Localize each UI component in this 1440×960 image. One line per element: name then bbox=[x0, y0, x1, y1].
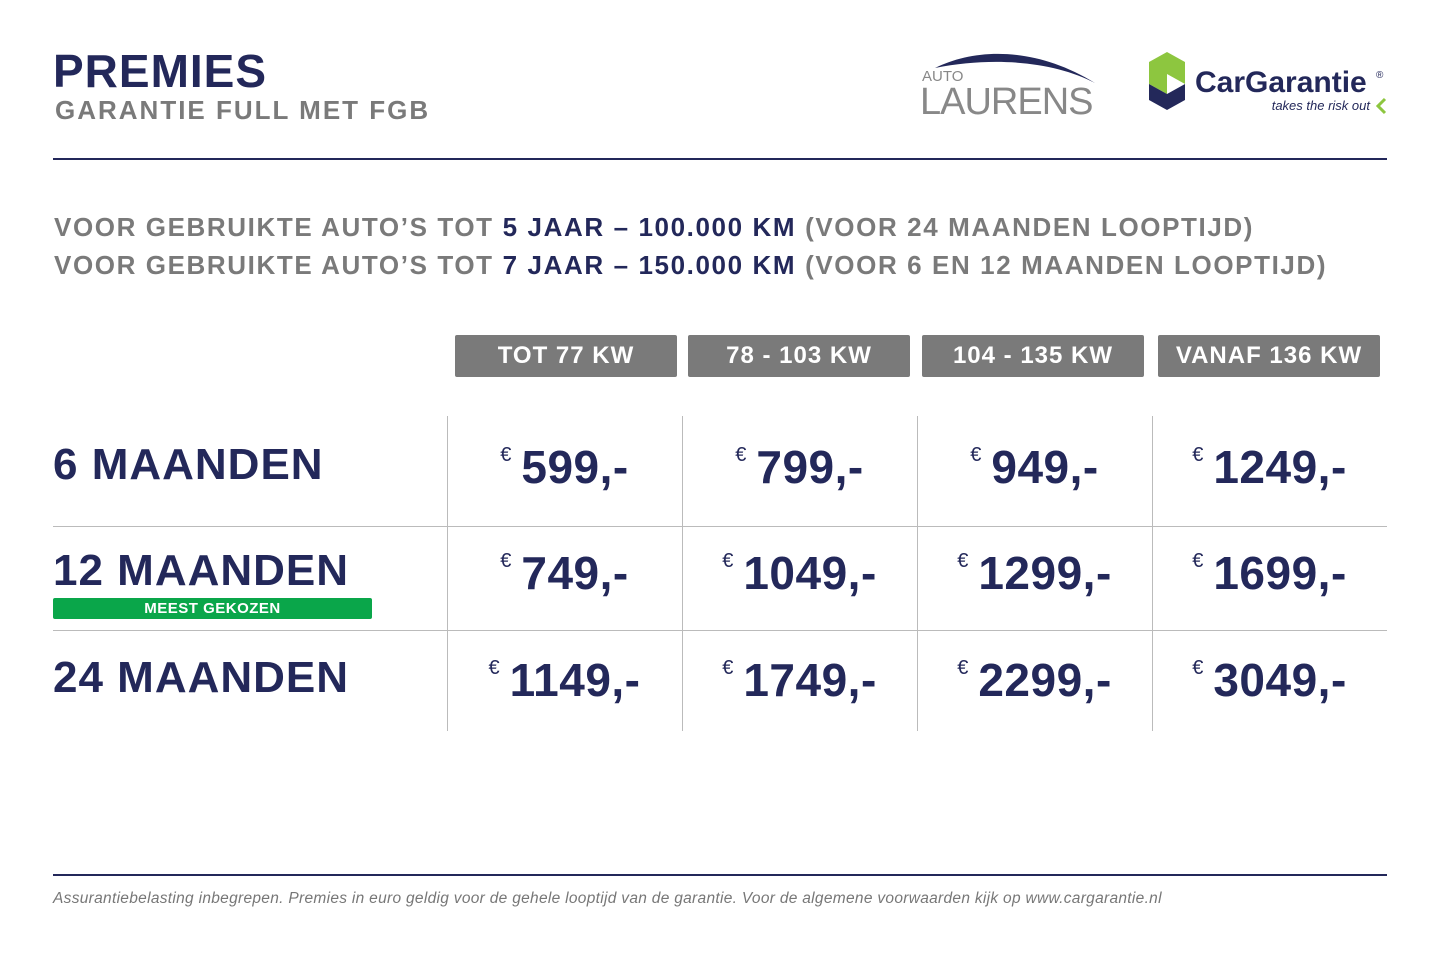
price-cell: €2299,- bbox=[917, 653, 1152, 707]
intro-highlight: 7 JAAR – 150.000 KM bbox=[502, 250, 797, 280]
price-cell: €3049,- bbox=[1152, 653, 1387, 707]
logo-big: LAURENS bbox=[920, 81, 1093, 123]
column-header: 78 - 103 KW bbox=[688, 335, 910, 377]
price-cell: €749,- bbox=[447, 546, 682, 600]
price: 3049,- bbox=[1213, 654, 1347, 706]
cargarantie-logo: CarGarantie ® takes the risk out bbox=[1149, 52, 1387, 115]
price-cell: €949,- bbox=[917, 440, 1152, 494]
intro-suffix: (VOOR 6 EN 12 MAANDEN LOOPTIJD) bbox=[805, 250, 1328, 280]
divider bbox=[53, 158, 1387, 160]
row-separator bbox=[53, 526, 1387, 527]
currency: € bbox=[500, 550, 512, 572]
price: 1049,- bbox=[743, 547, 877, 599]
badge: MEEST GEKOZEN bbox=[53, 598, 372, 619]
price: 599,- bbox=[521, 441, 629, 493]
price-cell: €1149,- bbox=[447, 653, 682, 707]
divider bbox=[53, 874, 1387, 876]
footer-note: Assurantiebelasting inbegrepen. Premies … bbox=[53, 890, 1162, 907]
column-separator bbox=[682, 416, 683, 731]
logo-tagline: takes the risk out bbox=[1272, 98, 1372, 113]
price: 1749,- bbox=[743, 654, 877, 706]
price: 949,- bbox=[991, 441, 1099, 493]
currency: € bbox=[1192, 550, 1204, 572]
currency: € bbox=[735, 444, 747, 466]
column-separator bbox=[447, 416, 448, 731]
row-separator bbox=[53, 630, 1387, 631]
logo-name: CarGarantie bbox=[1195, 66, 1367, 99]
row-label: 12 MAANDEN bbox=[53, 546, 350, 595]
price-cell: €1249,- bbox=[1152, 440, 1387, 494]
price-cell: €599,- bbox=[447, 440, 682, 494]
column-separator bbox=[1152, 416, 1153, 731]
currency: € bbox=[722, 550, 734, 572]
intro-line: VOOR GEBRUIKTE AUTO’S TOT 5 JAAR – 100.00… bbox=[54, 212, 1254, 243]
logo-small: AUTO bbox=[922, 68, 963, 85]
logo-mark: ® bbox=[1376, 70, 1384, 81]
auto-laurens-logo: AUTO LAURENS bbox=[920, 53, 1095, 123]
column-header: VANAF 136 KW bbox=[1158, 335, 1380, 377]
intro-line: VOOR GEBRUIKTE AUTO’S TOT 7 JAAR – 150.00… bbox=[54, 250, 1327, 281]
row-label: 24 MAANDEN bbox=[53, 653, 350, 702]
price: 2299,- bbox=[978, 654, 1112, 706]
currency: € bbox=[488, 657, 500, 679]
column-header: 104 - 135 KW bbox=[922, 335, 1144, 377]
currency: € bbox=[1192, 657, 1204, 679]
price-cell: €1299,- bbox=[917, 546, 1152, 600]
price: 1699,- bbox=[1213, 547, 1347, 599]
currency: € bbox=[957, 550, 969, 572]
price-cell: €1049,- bbox=[682, 546, 917, 600]
price: 1249,- bbox=[1213, 441, 1347, 493]
price-cell: €799,- bbox=[682, 440, 917, 494]
column-header: TOT 77 KW bbox=[455, 335, 677, 377]
column-separator bbox=[917, 416, 918, 731]
currency: € bbox=[970, 444, 982, 466]
price: 749,- bbox=[521, 547, 629, 599]
price: 1299,- bbox=[978, 547, 1112, 599]
intro-prefix: VOOR GEBRUIKTE AUTO’S TOT bbox=[54, 212, 494, 242]
currency: € bbox=[1192, 444, 1204, 466]
currency: € bbox=[722, 657, 734, 679]
row-label: 6 MAANDEN bbox=[53, 440, 324, 489]
price-cell: €1699,- bbox=[1152, 546, 1387, 600]
price: 1149,- bbox=[509, 654, 641, 706]
intro-prefix: VOOR GEBRUIKTE AUTO’S TOT bbox=[54, 250, 494, 280]
price: 799,- bbox=[756, 441, 864, 493]
currency: € bbox=[500, 444, 512, 466]
currency: € bbox=[957, 657, 969, 679]
intro-highlight: 5 JAAR – 100.000 KM bbox=[502, 212, 797, 242]
intro-suffix: (VOOR 24 MAANDEN LOOPTIJD) bbox=[805, 212, 1255, 242]
price-cell: €1749,- bbox=[682, 653, 917, 707]
title: PREMIES bbox=[53, 45, 268, 97]
subtitle: GARANTIE FULL MET FGB bbox=[55, 95, 431, 125]
